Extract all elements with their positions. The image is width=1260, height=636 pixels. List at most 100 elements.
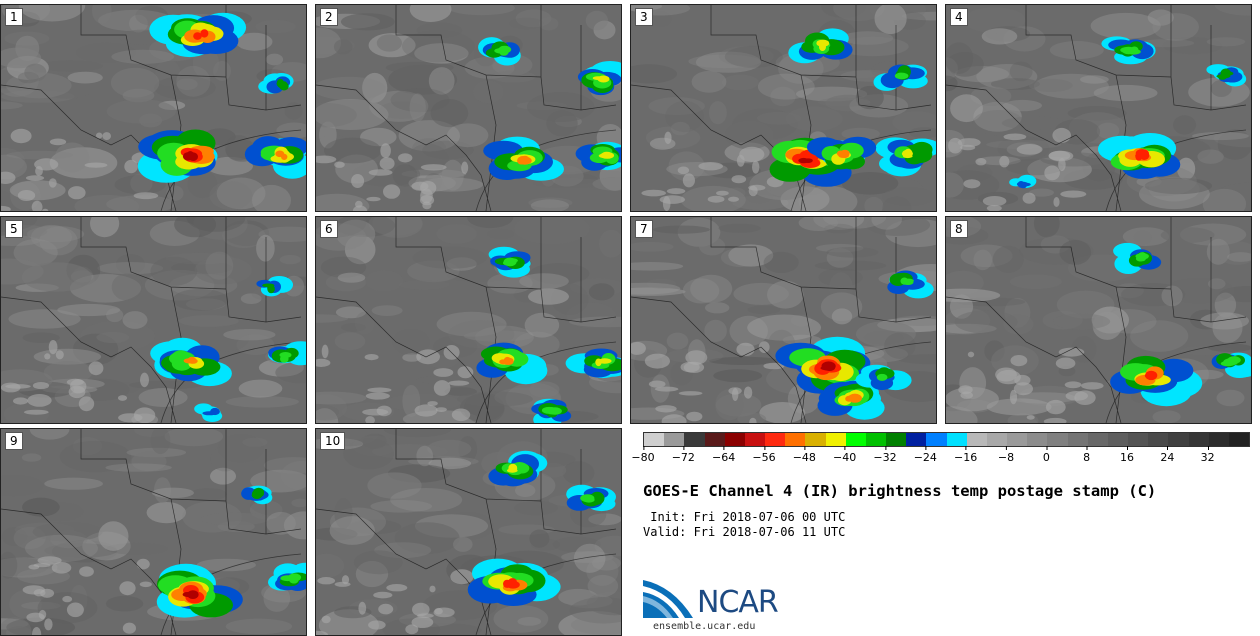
colorbar-swatch (1047, 433, 1068, 446)
cloud-top-region (583, 497, 595, 503)
panel-number: 7 (635, 220, 653, 238)
colorbar-tick: −48 (793, 446, 816, 464)
colorbar-swatch (966, 433, 987, 446)
cloud-top-region (819, 43, 826, 51)
colorbar-swatch (644, 433, 665, 446)
panel-number: 10 (320, 432, 346, 450)
satellite-image (316, 5, 621, 211)
stamp-panel-2: 2 (315, 4, 622, 212)
valid-time: Valid: Fri 2018-07-06 11 UTC (643, 525, 846, 539)
panel-number: 2 (320, 8, 338, 26)
panel-number: 9 (5, 432, 23, 450)
ncar-logo-text: NCAR (697, 585, 779, 620)
cloud-top-region (183, 358, 195, 364)
colorbar-tick: −16 (954, 446, 977, 464)
cloud-top-region (281, 153, 288, 160)
cloud-top-region (503, 579, 512, 588)
colorbar-swatch (1128, 433, 1149, 446)
colorbar-swatch (704, 433, 725, 446)
satellite-image (631, 217, 936, 423)
panel-number: 8 (950, 220, 968, 238)
cloud-top-region (279, 352, 292, 358)
colorbar-ticks: −80 −72 −64 −56 −48 −40 −32 −24 −16 −8 0 8 16 24 32 (631, 446, 1248, 466)
colorbar-swatch (684, 433, 705, 446)
cloud-top-region (1017, 181, 1025, 188)
cloud-top-region (262, 283, 275, 288)
stamp-panel-3: 3 (630, 4, 937, 212)
colorbar-tick: −32 (873, 446, 897, 464)
cloud-top-region (878, 374, 888, 381)
colorbar-swatch (926, 433, 947, 446)
satellite-image (1, 5, 306, 211)
colorbar-tick: −64 (712, 446, 735, 464)
satellite-image (1, 429, 306, 635)
colorbar-swatch (1087, 433, 1108, 446)
ensemble-url: ensemble.ucar.edu (653, 621, 756, 632)
colorbar-swatch (1007, 433, 1028, 446)
colorbar-tick: −72 (672, 446, 695, 464)
colorbar-swatch (906, 433, 927, 446)
colorbar-swatch (986, 433, 1008, 446)
cloud-top-region (901, 149, 913, 158)
cloud-top-region (280, 81, 288, 90)
cloud-top-region (287, 573, 302, 582)
cloud-top-region (847, 393, 862, 403)
colorbar-tick: −56 (752, 446, 776, 464)
stamp-panel-1: 1 (0, 4, 307, 212)
cloud-top-region (499, 45, 507, 53)
cloud-top-region (1135, 256, 1146, 262)
colorbar-swatch (1148, 433, 1169, 446)
cloud-top-region (503, 257, 517, 267)
colorbar-tick: −24 (914, 446, 937, 464)
panel-number: 6 (320, 220, 338, 238)
stamp-panel-4: 4 (945, 4, 1252, 212)
colorbar-tick: −8 (998, 446, 1014, 464)
colorbar-swatch (886, 433, 907, 446)
satellite-image (1, 217, 306, 423)
panel-number: 1 (5, 8, 23, 26)
colorbar-swatch (1067, 433, 1088, 446)
cloud-top-region (1127, 49, 1141, 55)
colorbar-tick: −80 (631, 446, 655, 464)
colorbar-swatch (1188, 433, 1209, 446)
cloud-top-region (547, 407, 562, 415)
colorbar-tick: 0 (1043, 446, 1050, 464)
colorbar-swatch (865, 433, 887, 446)
colorbar-swatch (946, 433, 967, 446)
cloud-top-region (597, 75, 610, 83)
satellite-image (946, 217, 1251, 423)
colorbar-swatch (805, 433, 826, 446)
cloud-top-region (210, 407, 220, 416)
cloud-top-region (188, 152, 198, 161)
cloud-top-region (508, 463, 518, 473)
cloud-top-region (821, 361, 836, 371)
colorbar-tick: 16 (1120, 446, 1134, 464)
cloud-top-region (803, 158, 813, 163)
colorbar-tick: 8 (1083, 446, 1090, 464)
colorbar-swatch (1208, 433, 1229, 446)
colorbar-swatch (1168, 433, 1189, 446)
cloud-top-region (1218, 74, 1227, 80)
colorbar-swatch (1228, 433, 1250, 446)
colorbar-swatch (765, 433, 786, 446)
stamp-panel-5: 5 (0, 216, 307, 424)
satellite-image (631, 5, 936, 211)
colorbar-swatch (664, 433, 685, 446)
cloud-top-region (902, 279, 914, 285)
panel-number: 4 (950, 8, 968, 26)
cloud-top-region (520, 155, 530, 164)
stamp-panel-10: 10 (315, 428, 622, 636)
stamp-panel-9: 9 (0, 428, 307, 636)
colorbar-swatch (785, 433, 806, 446)
cloud-top-region (187, 590, 199, 599)
cloud-top-region (1145, 370, 1158, 381)
cloud-top-region (1135, 152, 1143, 161)
stamp-panel-7: 7 (630, 216, 937, 424)
temperature-colorbar (643, 432, 1250, 447)
cloud-top-region (603, 152, 613, 157)
cloud-top-region (200, 29, 209, 38)
figure-title: GOES-E Channel 4 (IR) brightness temp po… (643, 482, 1157, 500)
cloud-top-region (840, 149, 850, 157)
satellite-image (316, 429, 621, 635)
stamp-panel-6: 6 (315, 216, 622, 424)
